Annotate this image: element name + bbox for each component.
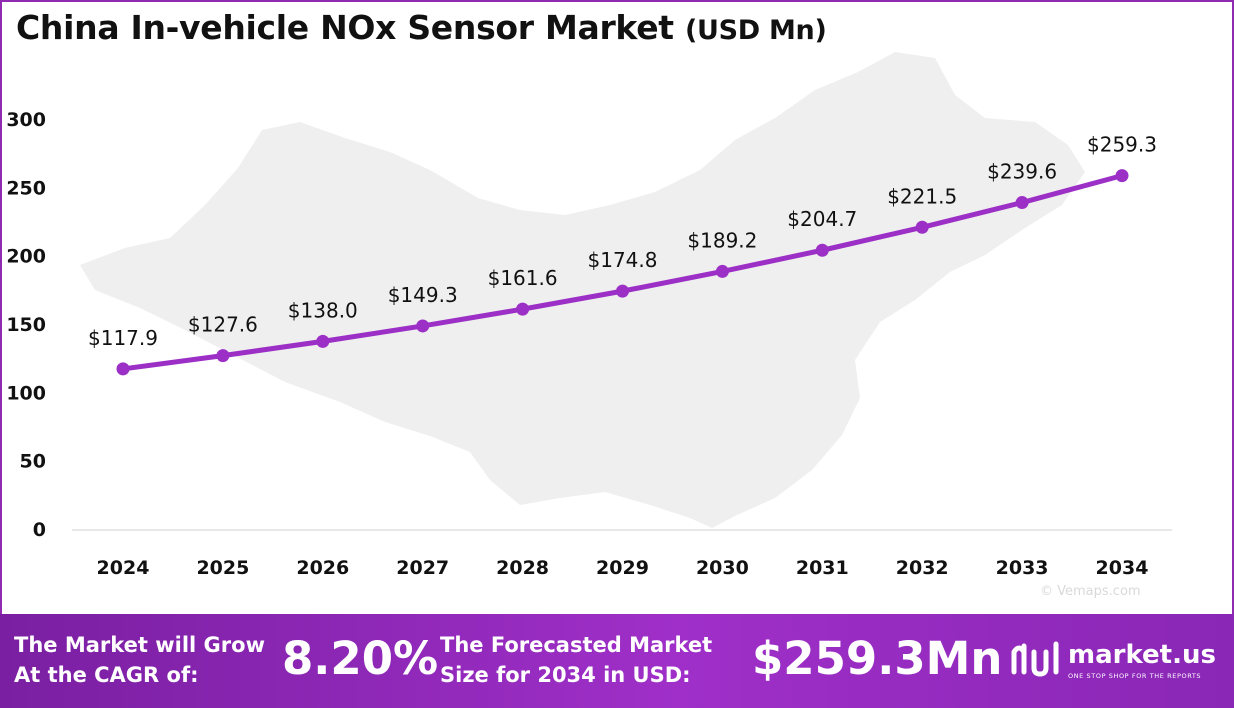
chart-title-unit: (USD Mn): [684, 15, 827, 46]
y-tick-label: 0: [33, 519, 46, 541]
data-label: $189.2: [687, 228, 757, 252]
data-point: [915, 220, 929, 234]
data-label: $204.7: [787, 207, 857, 231]
map-watermark: © Vemaps.com: [1040, 584, 1141, 599]
forecast-text-line-1: The Forecasted Market: [440, 633, 713, 657]
x-tick-label: 2031: [796, 557, 849, 579]
x-tick-label: 2027: [396, 557, 449, 579]
forecast-value: $259.3Mn: [752, 632, 1003, 685]
brand-tagline: ONE STOP SHOP FOR THE REPORTS: [1068, 672, 1202, 680]
chart-title-text: China In-vehicle NOx Sensor Market: [16, 8, 674, 47]
x-tick-label: 2026: [296, 557, 349, 579]
line-chart: 0 50 100 150 200 250 300 2024 2025 2026 2027 2028 20…: [6, 52, 1172, 579]
data-point: [715, 264, 729, 278]
y-tick-label: 150: [6, 314, 46, 336]
data-point: [416, 319, 430, 333]
cagr-text-line-1: The Market will Grow: [14, 633, 265, 657]
data-point: [516, 302, 530, 316]
data-label: $239.6: [987, 160, 1057, 184]
x-tick-label: 2024: [97, 557, 150, 579]
x-tick-label: 2025: [196, 557, 249, 579]
y-tick-label: 250: [6, 177, 46, 199]
y-tick-label: 200: [6, 246, 46, 268]
data-point: [815, 243, 829, 257]
data-label: $149.3: [388, 283, 458, 307]
data-label: $174.8: [588, 248, 658, 272]
data-point: [116, 362, 130, 376]
cagr-value: 8.20%: [282, 632, 439, 685]
data-label: $127.6: [188, 313, 258, 337]
x-tick-label: 2028: [496, 557, 549, 579]
data-label: $161.6: [488, 266, 558, 290]
data-point: [1015, 196, 1029, 210]
x-tick-label: 2034: [1096, 557, 1149, 579]
chart-title: China In-vehicle NOx Sensor Market (USD …: [16, 8, 827, 47]
brand-name: market.us: [1068, 640, 1216, 670]
x-tick-label: 2030: [696, 557, 749, 579]
data-point: [216, 349, 230, 363]
data-label: $259.3: [1087, 133, 1157, 157]
data-label: $117.9: [88, 326, 158, 350]
data-label: $138.0: [288, 298, 358, 322]
y-tick-label: 300: [6, 109, 46, 131]
china-map-background: [80, 52, 1085, 528]
forecast-text-line-2: Size for 2034 in USD:: [440, 663, 691, 687]
market-us-logo-icon: [1011, 641, 1059, 677]
footer-banner: The Market will Grow At the CAGR of: 8.2…: [0, 614, 1234, 708]
data-label: $221.5: [887, 184, 957, 208]
cagr-text-line-2: At the CAGR of:: [14, 663, 199, 687]
x-tick-label: 2032: [896, 557, 949, 579]
x-tick-label: 2029: [596, 557, 649, 579]
data-point: [316, 334, 330, 348]
data-point: [616, 284, 629, 298]
x-tick-label: 2033: [996, 557, 1049, 579]
data-point: [1115, 169, 1129, 183]
y-tick-label: 100: [6, 382, 46, 404]
y-tick-label: 50: [20, 451, 46, 473]
